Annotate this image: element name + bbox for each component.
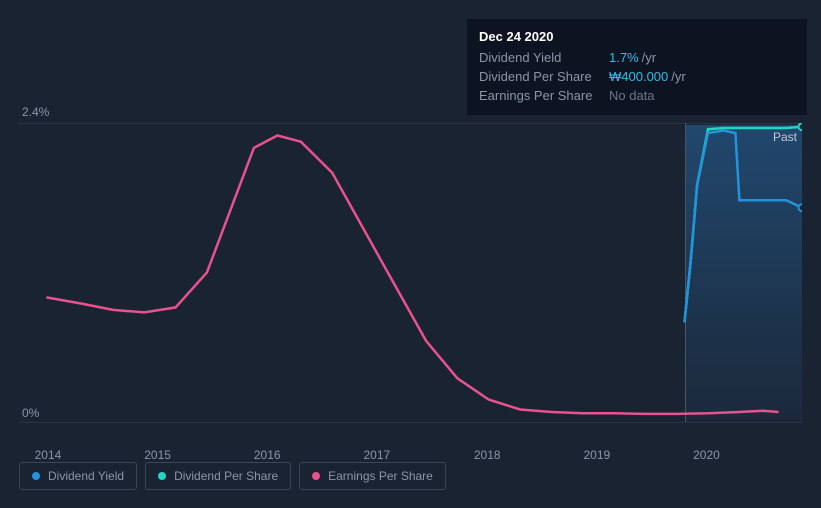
legend-dot bbox=[158, 472, 166, 480]
legend-dot bbox=[312, 472, 320, 480]
legend-dot bbox=[32, 472, 40, 480]
x-tick: 2020 bbox=[693, 448, 720, 462]
tooltip-row: Dividend Per Share₩400.000/yr bbox=[479, 67, 795, 86]
legend-item[interactable]: Dividend Per Share bbox=[145, 462, 291, 490]
legend-label: Dividend Per Share bbox=[174, 469, 278, 483]
legend-item[interactable]: Dividend Yield bbox=[19, 462, 137, 490]
y-axis-label-max: 2.4% bbox=[22, 105, 49, 119]
tooltip-value: ₩400.000 bbox=[609, 69, 668, 84]
dps-end-dot bbox=[799, 123, 803, 130]
tooltip-value: 1.7% bbox=[609, 50, 639, 65]
dividend-yield-line bbox=[685, 131, 803, 323]
past-label: Past bbox=[773, 130, 797, 144]
tooltip-label: Dividend Per Share bbox=[479, 69, 609, 84]
tooltip-label: Earnings Per Share bbox=[479, 88, 609, 103]
x-tick: 2017 bbox=[363, 448, 390, 462]
x-tick: 2015 bbox=[144, 448, 171, 462]
tooltip-date: Dec 24 2020 bbox=[479, 29, 795, 44]
gridline-bottom bbox=[19, 422, 802, 423]
tooltip-nodata: No data bbox=[609, 88, 655, 103]
chart-svg bbox=[19, 123, 802, 422]
chart-container: 2.4% 0% Past 201420152016201720182019202… bbox=[0, 0, 821, 508]
legend-label: Earnings Per Share bbox=[328, 469, 433, 483]
legend: Dividend Yield Dividend Per Share Earnings… bbox=[19, 462, 446, 490]
tooltip-label: Dividend Yield bbox=[479, 50, 609, 65]
tooltip-unit: /yr bbox=[671, 69, 685, 84]
x-tick: 2014 bbox=[35, 448, 62, 462]
dy-end-dot bbox=[799, 204, 803, 211]
earnings-line bbox=[46, 136, 778, 414]
tooltip: Dec 24 2020 Dividend Yield1.7%/yrDividen… bbox=[467, 19, 807, 115]
tooltip-unit: /yr bbox=[642, 50, 656, 65]
legend-item[interactable]: Earnings Per Share bbox=[299, 462, 446, 490]
x-tick: 2016 bbox=[254, 448, 281, 462]
x-tick: 2019 bbox=[583, 448, 610, 462]
tooltip-row: Dividend Yield1.7%/yr bbox=[479, 48, 795, 67]
legend-label: Dividend Yield bbox=[48, 469, 124, 483]
tooltip-row: Earnings Per ShareNo data bbox=[479, 86, 795, 105]
x-tick: 2018 bbox=[474, 448, 501, 462]
